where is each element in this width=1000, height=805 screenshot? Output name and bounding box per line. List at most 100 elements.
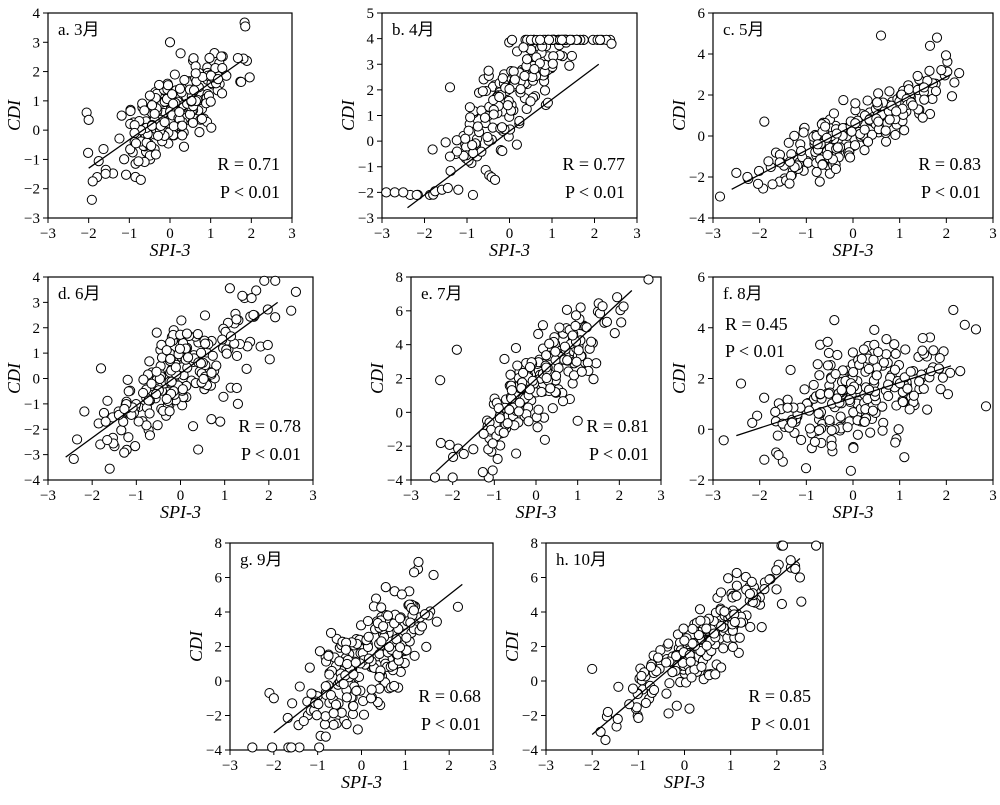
data-point [497,145,508,157]
data-point [795,434,807,446]
data-point [912,70,923,82]
y-tick-label: −2 [689,170,705,186]
r-value: R = 0.45 [725,314,788,334]
y-tick-label: 8 [531,536,539,552]
data-point [798,127,809,138]
data-point [832,142,843,153]
data-point [451,135,462,146]
regression-line [435,290,633,473]
data-point [908,390,919,401]
data-point [595,726,606,737]
data-point [543,34,555,46]
data-point [224,283,235,294]
data-point [431,616,442,627]
data-point [483,65,494,76]
y-tick-label: −2 [387,439,403,455]
data-point [826,440,837,451]
data-point [917,345,928,356]
data-point [104,463,115,474]
r-value: R = 0.71 [217,154,280,174]
y-tick-label: 4 [33,6,41,22]
data-point [899,125,910,136]
data-point [718,435,729,446]
data-point [570,320,581,332]
data-point [435,375,446,386]
data-point [800,463,812,474]
x-tick-label: 1 [402,758,410,774]
data-point [320,731,331,742]
data-point [389,680,400,692]
data-point [627,683,639,694]
y-tick-label: 4 [698,321,706,337]
data-point [764,574,775,585]
panel-title: b. 4月 [392,20,435,39]
data-point [745,621,756,633]
data-point [251,285,262,296]
x-tick-label: 2 [943,226,951,242]
x-tick-label: −2 [417,226,433,242]
data-point [453,184,464,195]
data-point [187,421,199,432]
p-value: P < 0.01 [421,714,481,734]
data-point [889,364,901,375]
data-point [554,322,565,333]
y-tick-label: 2 [698,88,706,104]
data-point [398,187,409,198]
data-point [734,632,745,643]
data-point [68,453,79,465]
data-point [785,555,796,566]
data-point [710,669,721,680]
data-point [844,152,856,163]
data-point [304,662,315,673]
data-point [948,304,959,316]
data-point [905,366,916,377]
data-point [376,636,387,647]
data-point [858,344,869,355]
panel-title: c. 5月 [723,20,765,39]
x-axis-label: SPI-3 [833,240,874,260]
data-point [477,467,488,478]
data-point [138,374,149,385]
data-point [149,108,160,119]
data-point [890,348,901,359]
regression-line [65,301,279,458]
y-tick-label: −3 [24,211,40,227]
data-point [809,436,820,447]
data-point [231,350,243,362]
data-point [411,189,422,201]
data-point [509,74,520,85]
data-point [83,114,94,125]
data-point [547,58,558,69]
x-tick-label: −1 [121,226,137,242]
y-tick-label: 2 [33,321,41,337]
data-point [169,69,180,80]
data-point [98,143,109,155]
x-tick-label: 3 [989,226,997,242]
y-axis-label: CDI [4,362,24,394]
y-tick-label: 0 [33,123,41,139]
data-point [873,346,884,358]
data-point [100,168,111,179]
data-point [262,339,273,351]
y-tick-label: −2 [358,185,374,201]
x-tick-label: 1 [896,226,904,242]
data-point [161,345,172,356]
x-tick-label: 1 [574,488,582,504]
data-point [244,72,255,83]
data-point [695,615,706,626]
data-point [286,305,297,316]
data-point [102,434,113,446]
y-tick-label: 1 [33,346,41,362]
data-point [917,332,928,344]
data-point [784,178,795,189]
data-point [151,366,162,377]
data-point [785,364,796,376]
data-point [924,40,936,51]
data-point [492,453,503,465]
x-axis-label: SPI-3 [160,502,201,522]
y-tick-label: −1 [358,160,374,176]
r-value: R = 0.85 [748,686,811,706]
y-tick-label: −3 [358,211,374,227]
